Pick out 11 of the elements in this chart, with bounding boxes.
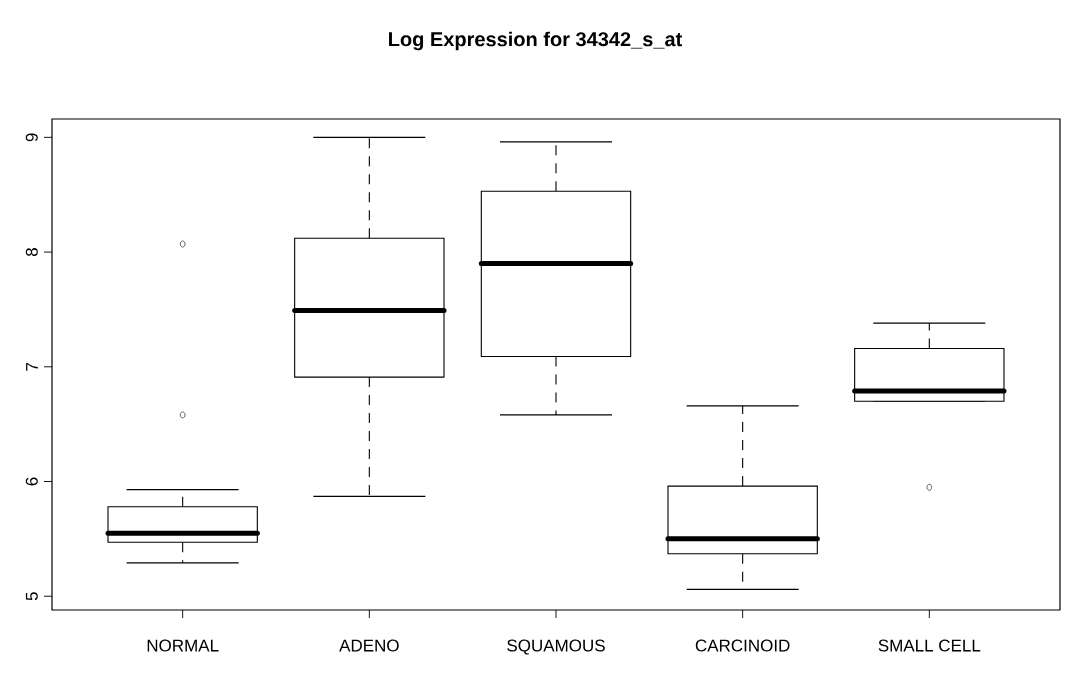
y-tick-label: 6 <box>25 477 38 486</box>
x-tick-label: NORMAL <box>147 639 219 652</box>
chart-title: Log Expression for 34342_s_at <box>389 31 683 51</box>
x-tick-label: SQUAMOUS <box>507 639 605 655</box>
y-tick-label: 7 <box>26 362 38 371</box>
x-tick-label: CARCINOID <box>695 639 790 652</box>
x-tick-label: SMALL CELL <box>878 639 981 652</box>
x-tick-label: ADENO <box>339 639 399 652</box>
y-tick-label: 8 <box>25 248 38 257</box>
y-tick-label: 5 <box>25 592 38 601</box>
y-tick-label: 9 <box>25 133 38 142</box>
